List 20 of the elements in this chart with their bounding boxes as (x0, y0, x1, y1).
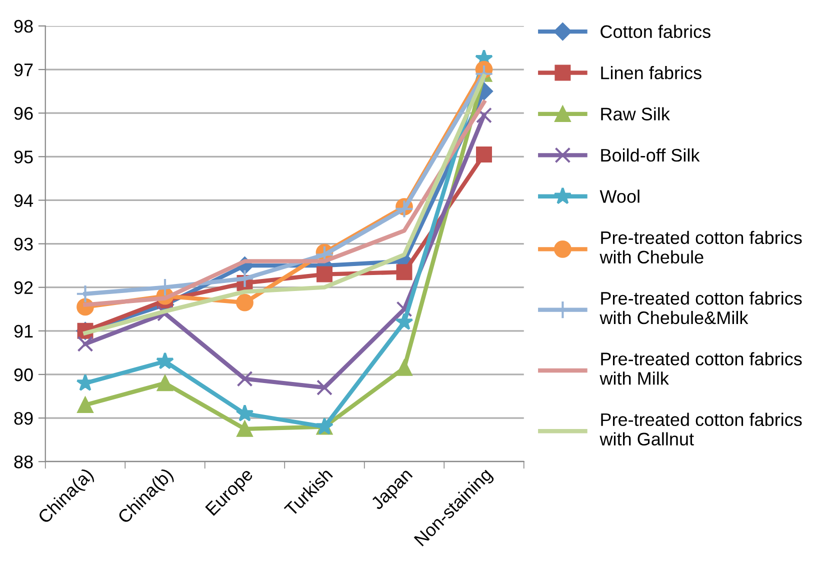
y-tick-label: 90 (14, 368, 33, 382)
legend-label: Pre-treated cotton fabrics with Gallnut (600, 412, 802, 446)
y-tick-label: 97 (14, 63, 33, 76)
legend-label: Wool (600, 190, 640, 203)
y-tick-label: 89 (14, 412, 33, 425)
y-tick-label: 88 (14, 456, 33, 468)
y-tick-label: 92 (14, 281, 33, 294)
legend-label: Cotton fabrics (600, 24, 710, 38)
y-tick-label: 96 (14, 107, 33, 120)
y-tick-label: 93 (14, 238, 33, 251)
y-tick-label: 95 (14, 150, 33, 164)
legend-label: Pre-treated cotton fabrics with Milk (600, 352, 802, 385)
y-tick-label: 98 (14, 20, 33, 33)
legend-label: Boild-off Silk (601, 148, 700, 162)
y-tick-label: 91 (14, 324, 33, 338)
legend-label: Linen fabrics (601, 66, 702, 80)
legend-label: Pre-treated cotton fabrics with Chebule (600, 230, 802, 264)
y-tick-label: 94 (14, 194, 34, 207)
legend-label: Raw Silk (601, 107, 670, 120)
legend-label: Pre-treated cotton fabrics with Chebule&Milk (600, 291, 802, 324)
